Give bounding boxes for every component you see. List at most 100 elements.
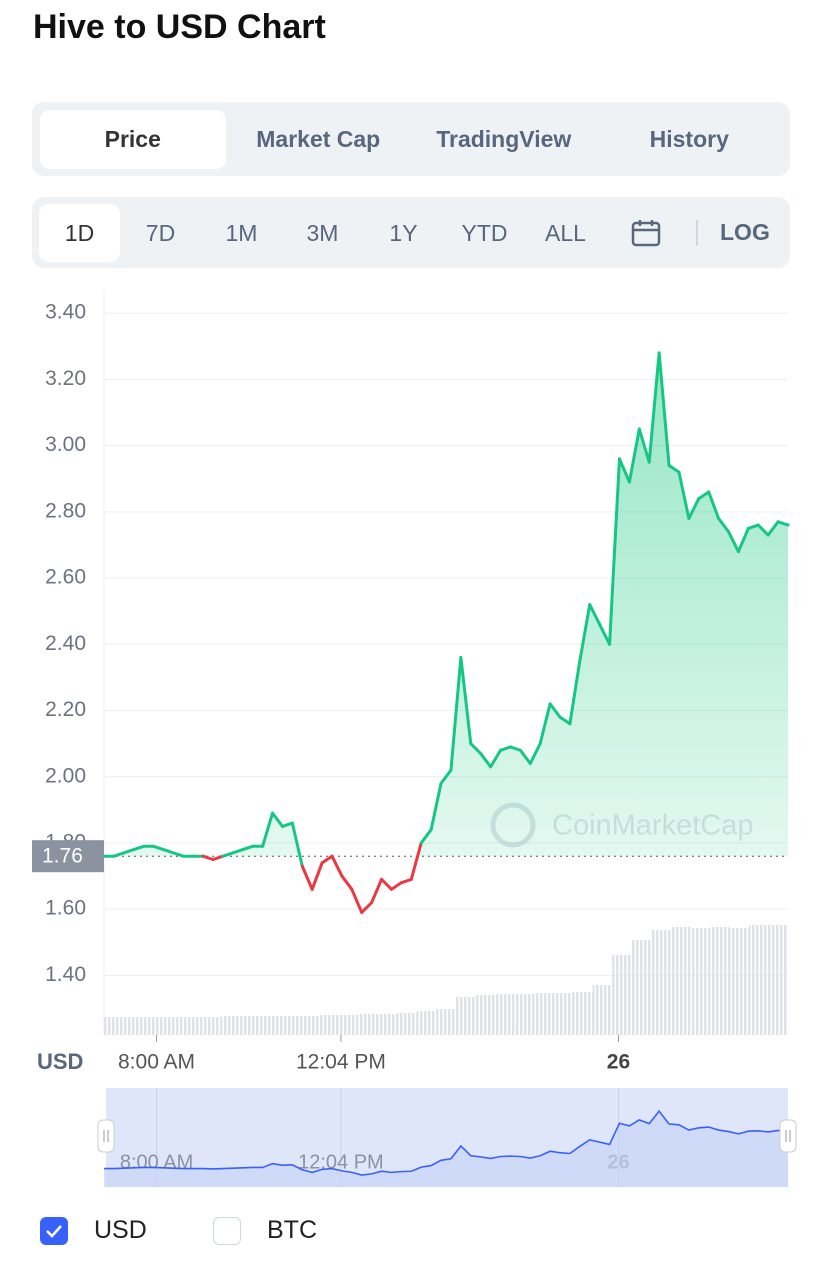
navigator-handle[interactable] — [779, 1119, 797, 1153]
volume-bar — [729, 928, 749, 1035]
price-line-segment — [261, 811, 275, 848]
y-tick-label: 2.60 — [45, 566, 86, 589]
price-line-segment — [776, 520, 790, 527]
legend-item[interactable]: BTC — [213, 1216, 317, 1245]
price-line-segment — [241, 844, 255, 852]
range-button[interactable]: 1M — [225, 219, 258, 246]
price-line-segment — [667, 463, 681, 474]
range-button[interactable]: ALL — [545, 219, 586, 246]
price-line-segment — [310, 861, 324, 891]
volume-bar — [631, 940, 652, 1035]
price-line-segment — [132, 844, 146, 852]
y-tick-label: 1.40 — [45, 963, 86, 986]
range-button[interactable]: 7D — [145, 219, 176, 246]
volume-bar — [318, 1015, 339, 1035]
tab[interactable]: Price — [40, 109, 226, 169]
volume-bar — [748, 925, 769, 1035]
price-line-segment — [429, 781, 443, 832]
volume-bar — [475, 995, 495, 1035]
range-button[interactable]: 1D — [39, 203, 120, 262]
price-line-segment — [657, 351, 671, 467]
y-tick-label: 1.60 — [45, 897, 86, 920]
volume-bar — [553, 993, 574, 1035]
checkbox[interactable] — [40, 1216, 68, 1245]
price-line-segment — [677, 470, 691, 520]
price-line-segment — [608, 457, 621, 646]
page-title: Hive to USD Chart — [33, 8, 326, 46]
checkbox[interactable] — [213, 1216, 241, 1245]
reference-badge — [32, 840, 104, 873]
navigator-line — [104, 1109, 789, 1176]
chart: 1.401.601.802.002.202.402.602.803.003.20… — [32, 290, 797, 1187]
volume-bar — [377, 1014, 398, 1035]
price-line-segment — [528, 742, 542, 765]
tab-bar: Price Market Cap TradingView History — [32, 102, 790, 176]
price-line-segment — [449, 656, 463, 772]
price-line-segment — [548, 702, 562, 719]
price-line-segment — [598, 622, 612, 646]
range-button[interactable]: YTD — [461, 219, 508, 246]
price-line-segment — [727, 530, 740, 554]
price-line-segment — [271, 811, 284, 828]
price-area — [104, 352, 788, 857]
range-button[interactable]: 3M — [306, 219, 339, 246]
volume-bar — [709, 927, 730, 1035]
price-line-segment — [290, 821, 304, 868]
price-line-segment — [409, 841, 423, 881]
volume-bar — [260, 1016, 280, 1035]
log-button[interactable]: LOG — [720, 219, 770, 245]
y-tick-label: 2.40 — [45, 632, 86, 655]
price-line-segment — [399, 877, 413, 885]
navigator-handle[interactable] — [97, 1119, 115, 1153]
price-line-segment — [340, 874, 354, 891]
price-line-segment — [122, 848, 136, 855]
price-line-segment — [419, 828, 433, 845]
price-line-segment — [280, 821, 294, 828]
price-line-segment — [300, 864, 314, 891]
volume-bar — [768, 925, 788, 1035]
price-line-segment — [161, 848, 175, 855]
volume-bar — [514, 994, 534, 1035]
separator — [696, 219, 698, 246]
volume-bar — [455, 997, 476, 1035]
price-line-segment — [370, 877, 384, 905]
price-line-segment — [736, 526, 750, 554]
tab[interactable]: History — [649, 125, 729, 152]
volume-bar — [416, 1011, 437, 1035]
y-tick-label: 3.00 — [45, 433, 86, 456]
price-line-segment — [617, 457, 631, 484]
volume-bar — [182, 1017, 202, 1035]
y-axis-label: USD — [37, 1049, 83, 1074]
volume-bar — [104, 1017, 124, 1035]
price-line-segment — [707, 490, 721, 520]
price-line-segment — [221, 851, 235, 858]
volume-bar — [592, 985, 613, 1035]
x-tick-label: 26 — [607, 1051, 630, 1074]
y-tick-label: 2.20 — [45, 698, 86, 721]
legend-item[interactable]: USD — [40, 1216, 147, 1245]
price-line-segment — [479, 752, 493, 769]
range-button[interactable]: 1Y — [389, 219, 418, 246]
tab[interactable]: TradingView — [436, 125, 572, 152]
reference-label: 1.76 — [42, 845, 83, 868]
tab[interactable]: Market Cap — [256, 125, 381, 152]
price-line-segment — [756, 523, 770, 537]
legend-label: BTC — [267, 1216, 317, 1244]
price-line-segment — [637, 427, 651, 464]
y-tick-label: 3.20 — [45, 367, 86, 390]
price-line-segment — [508, 745, 522, 752]
price-line-segment — [320, 854, 334, 865]
price-line-segment — [578, 603, 592, 663]
y-tick-label: 3.40 — [45, 301, 86, 324]
volume-bar — [123, 1017, 144, 1035]
price-line-segment — [627, 427, 641, 484]
price-line-segment — [697, 490, 711, 501]
price-line-segment — [389, 881, 403, 891]
volume-bar — [533, 993, 554, 1035]
volume-bar — [573, 992, 593, 1035]
legend-label: USD — [94, 1216, 147, 1244]
volume-bar — [279, 1016, 300, 1035]
volume-bar — [397, 1013, 417, 1035]
price-line-segment — [201, 854, 215, 862]
calendar-button[interactable] — [606, 204, 686, 262]
